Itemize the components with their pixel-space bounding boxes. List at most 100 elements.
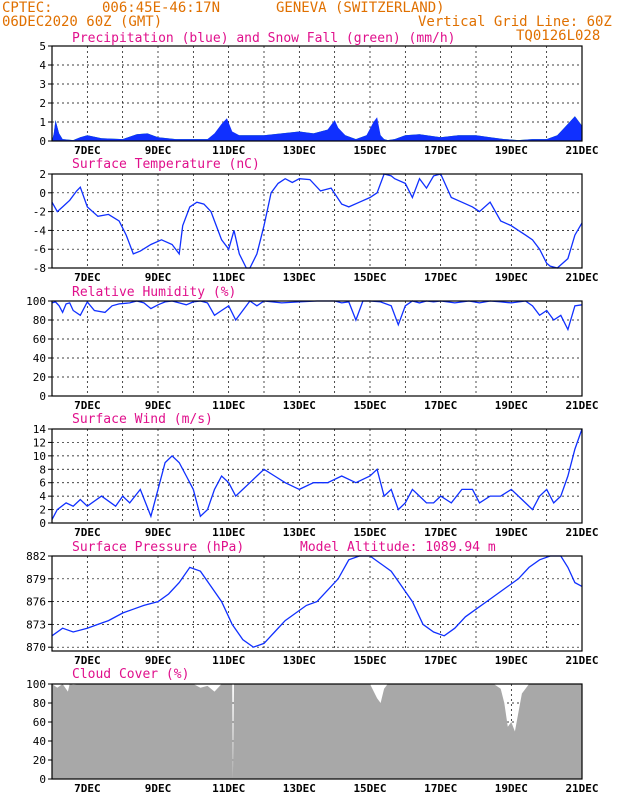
ytick-label: -4 xyxy=(33,224,47,237)
panel-precip: 0 1 2 3 4 5 7DEC 9DEC 11DEC 13DEC 15DEC 17DEC 19DEC 2… xyxy=(39,31,598,157)
cloud-area xyxy=(52,684,582,779)
ytick-label: 12 xyxy=(33,436,46,449)
xtick-label: 9DEC xyxy=(145,782,172,795)
xtick-label: 7DEC xyxy=(74,271,101,284)
xtick-label: 9DEC xyxy=(145,399,172,412)
header: CPTEC: 006:45E-46:17N GENEVA (SWITZERLAN… xyxy=(2,0,612,44)
series-line-wind xyxy=(51,428,583,520)
ytick-label: 100 xyxy=(26,295,46,308)
ytick-label: 20 xyxy=(33,371,46,384)
xtick-label: 7DEC xyxy=(74,144,101,157)
xtick-label: 19DEC xyxy=(495,654,528,667)
xtick-label: 11DEC xyxy=(212,654,245,667)
ytick-label: 14 xyxy=(33,423,47,436)
header-code: TQ0126L028 xyxy=(516,28,600,44)
ytick-label: 40 xyxy=(33,735,46,748)
xtick-label: 11DEC xyxy=(212,782,245,795)
panel-pressure: 870 873 876 879 882 7DEC 9DEC 11DEC 13DEC 15DEC 17… xyxy=(26,540,598,667)
ytick-label: -8 xyxy=(33,262,46,275)
xtick-label: 7DEC xyxy=(74,399,101,412)
ytick-label: 60 xyxy=(33,333,46,346)
series-line-pressure xyxy=(51,555,583,648)
panel-title: Precipitation (blue) and Snow Fall (gree… xyxy=(72,31,456,46)
xtick-label: 21DEC xyxy=(565,782,598,795)
xtick-label: 15DEC xyxy=(353,399,386,412)
ytick-label: 2 xyxy=(39,504,46,517)
ytick-label: 1 xyxy=(39,116,46,129)
panel-title: Surface Temperature (nC) xyxy=(72,157,260,172)
series-precipitation xyxy=(52,116,582,141)
xtick-label: 17DEC xyxy=(424,526,457,539)
xtick-label: 19DEC xyxy=(495,399,528,412)
ytick-label: 879 xyxy=(26,573,46,586)
ytick-label: 10 xyxy=(33,450,46,463)
header-source: CPTEC: xyxy=(2,0,53,16)
ytick-label: 60 xyxy=(33,716,46,729)
panel-title: Surface Pressure (hPa) xyxy=(72,540,244,555)
xtick-label: 11DEC xyxy=(212,526,245,539)
header-location: GENEVA (SWITZERLAND) xyxy=(276,0,445,16)
xtick-label: 11DEC xyxy=(212,144,245,157)
xtick-label: 15DEC xyxy=(353,271,386,284)
plot-frame xyxy=(51,555,583,652)
xtick-label: 13DEC xyxy=(283,782,316,795)
xtick-label: 15DEC xyxy=(353,654,386,667)
xtick-label: 7DEC xyxy=(74,526,101,539)
xtick-label: 15DEC xyxy=(353,144,386,157)
header-coords: 006:45E-46:17N xyxy=(102,0,220,16)
plot-frame xyxy=(51,300,583,397)
xtick-label: 17DEC xyxy=(424,271,457,284)
plot-frame xyxy=(51,428,583,524)
panel-title: Relative Humidity (%) xyxy=(72,285,236,300)
xtick-label: 13DEC xyxy=(283,144,316,157)
ytick-label: -6 xyxy=(33,243,46,256)
xtick-label: 21DEC xyxy=(565,144,598,157)
xtick-label: 9DEC xyxy=(145,526,172,539)
plot-frame xyxy=(51,173,583,269)
ytick-label: 2 xyxy=(39,168,46,181)
ytick-label: -2 xyxy=(33,206,46,219)
panel-title: Surface Wind (m/s) xyxy=(72,412,213,427)
xtick-label: 19DEC xyxy=(495,782,528,795)
ytick-label: 882 xyxy=(26,550,46,563)
ytick-label: 20 xyxy=(33,754,46,767)
ytick-label: 873 xyxy=(26,618,46,631)
ytick-label: 3 xyxy=(39,78,46,91)
xtick-label: 11DEC xyxy=(212,399,245,412)
ytick-label: 2 xyxy=(39,97,46,110)
xtick-label: 21DEC xyxy=(565,399,598,412)
xtick-label: 17DEC xyxy=(424,782,457,795)
ytick-label: 4 xyxy=(39,59,46,72)
ytick-label: 876 xyxy=(26,596,46,609)
ytick-label: 6 xyxy=(39,477,46,490)
plot-frame xyxy=(51,45,583,142)
ytick-label: 8 xyxy=(39,463,46,476)
xtick-label: 21DEC xyxy=(565,526,598,539)
xtick-label: 21DEC xyxy=(565,271,598,284)
xtick-label: 17DEC xyxy=(424,399,457,412)
ytick-label: 5 xyxy=(39,40,46,53)
panel-rh: 0 20 40 60 80 100 7DEC 9DEC 11DEC 13DEC 15DEC 17DEC… xyxy=(26,285,598,412)
series-line-rh xyxy=(51,300,583,332)
xtick-label: 9DEC xyxy=(145,144,172,157)
xtick-label: 17DEC xyxy=(424,654,457,667)
xtick-label: 13DEC xyxy=(283,526,316,539)
header-grid-note: Vertical Grid Line: 60Z xyxy=(418,14,612,30)
xtick-label: 9DEC xyxy=(145,271,172,284)
plot-frame xyxy=(51,683,583,780)
panel-temp: -8 -6 -4 -2 0 2 7DEC 9DEC 11DEC 13DEC 15DEC 17DEC 19… xyxy=(33,157,599,284)
xtick-label: 15DEC xyxy=(353,782,386,795)
xtick-label: 13DEC xyxy=(283,399,316,412)
xtick-label: 7DEC xyxy=(74,654,101,667)
xtick-label: 15DEC xyxy=(353,526,386,539)
ytick-label: 0 xyxy=(39,390,46,403)
xtick-label: 13DEC xyxy=(283,654,316,667)
xtick-label: 17DEC xyxy=(424,144,457,157)
ytick-label: 0 xyxy=(39,187,46,200)
ytick-label: 80 xyxy=(33,697,46,710)
ytick-label: 0 xyxy=(39,517,46,530)
panel-cloud: 0 20 40 60 80 100 7DEC 9DEC 11DEC 13DEC 15DEC 17DEC… xyxy=(26,667,598,795)
xtick-label: 21DEC xyxy=(565,654,598,667)
ytick-label: 40 xyxy=(33,352,46,365)
